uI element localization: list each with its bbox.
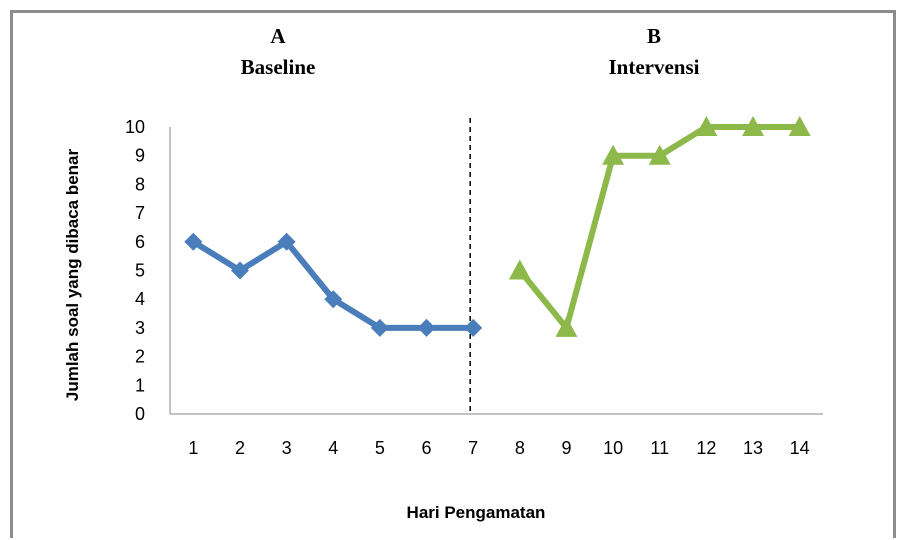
phase-a-letter: A <box>270 24 286 48</box>
data-point-triangle <box>742 116 765 136</box>
y-tick-label: 5 <box>135 261 145 281</box>
y-tick-label: 4 <box>135 289 145 309</box>
x-tick-label: 1 <box>188 438 198 458</box>
y-tick-label: 2 <box>135 347 145 367</box>
y-tick-label: 0 <box>135 404 145 424</box>
data-point-triangle <box>555 316 578 337</box>
x-tick-label: 5 <box>375 438 385 458</box>
x-tick-label: 6 <box>422 438 432 458</box>
data-point-triangle <box>648 144 671 165</box>
data-point-diamond <box>417 318 436 337</box>
y-tick-label: 3 <box>135 318 145 338</box>
x-tick-label: 14 <box>790 438 810 458</box>
x-tick-label: 9 <box>561 438 571 458</box>
data-point-triangle <box>602 144 625 165</box>
data-point-diamond <box>370 318 389 337</box>
y-axis-title: Jumlah soal yang dibaca benar <box>63 148 82 401</box>
phase-b-letter: B <box>647 24 661 48</box>
data-point-diamond <box>324 290 343 309</box>
data-point-triangle <box>788 116 811 136</box>
y-tick-label: 9 <box>135 146 145 166</box>
data-point-diamond <box>230 261 249 280</box>
data-point-triangle <box>695 116 718 136</box>
x-tick-label: 7 <box>468 438 478 458</box>
data-point-diamond <box>277 232 296 251</box>
chart-frame <box>10 10 896 538</box>
x-tick-label: 11 <box>650 438 669 458</box>
x-tick-label: 10 <box>603 438 623 458</box>
x-tick-label: 13 <box>743 438 763 458</box>
y-tick-label: 8 <box>135 174 145 194</box>
y-tick-label: 10 <box>125 117 145 137</box>
x-tick-label: 3 <box>282 438 292 458</box>
x-tick-label: 4 <box>328 438 338 458</box>
data-point-diamond <box>184 232 203 251</box>
phase-a-name: Baseline <box>241 55 316 79</box>
y-tick-label: 7 <box>135 203 145 223</box>
data-point-diamond <box>464 318 483 337</box>
y-tick-label: 1 <box>135 375 145 395</box>
x-tick-label: 2 <box>235 438 245 458</box>
y-tick-label: 6 <box>135 232 145 252</box>
phase-b-name: Intervensi <box>609 55 700 79</box>
x-tick-label: 8 <box>515 438 525 458</box>
series-line-1 <box>190 238 477 331</box>
x-axis-title: Hari Pengamatan <box>407 503 546 522</box>
x-tick-label: 12 <box>696 438 716 458</box>
data-point-triangle <box>508 259 531 280</box>
